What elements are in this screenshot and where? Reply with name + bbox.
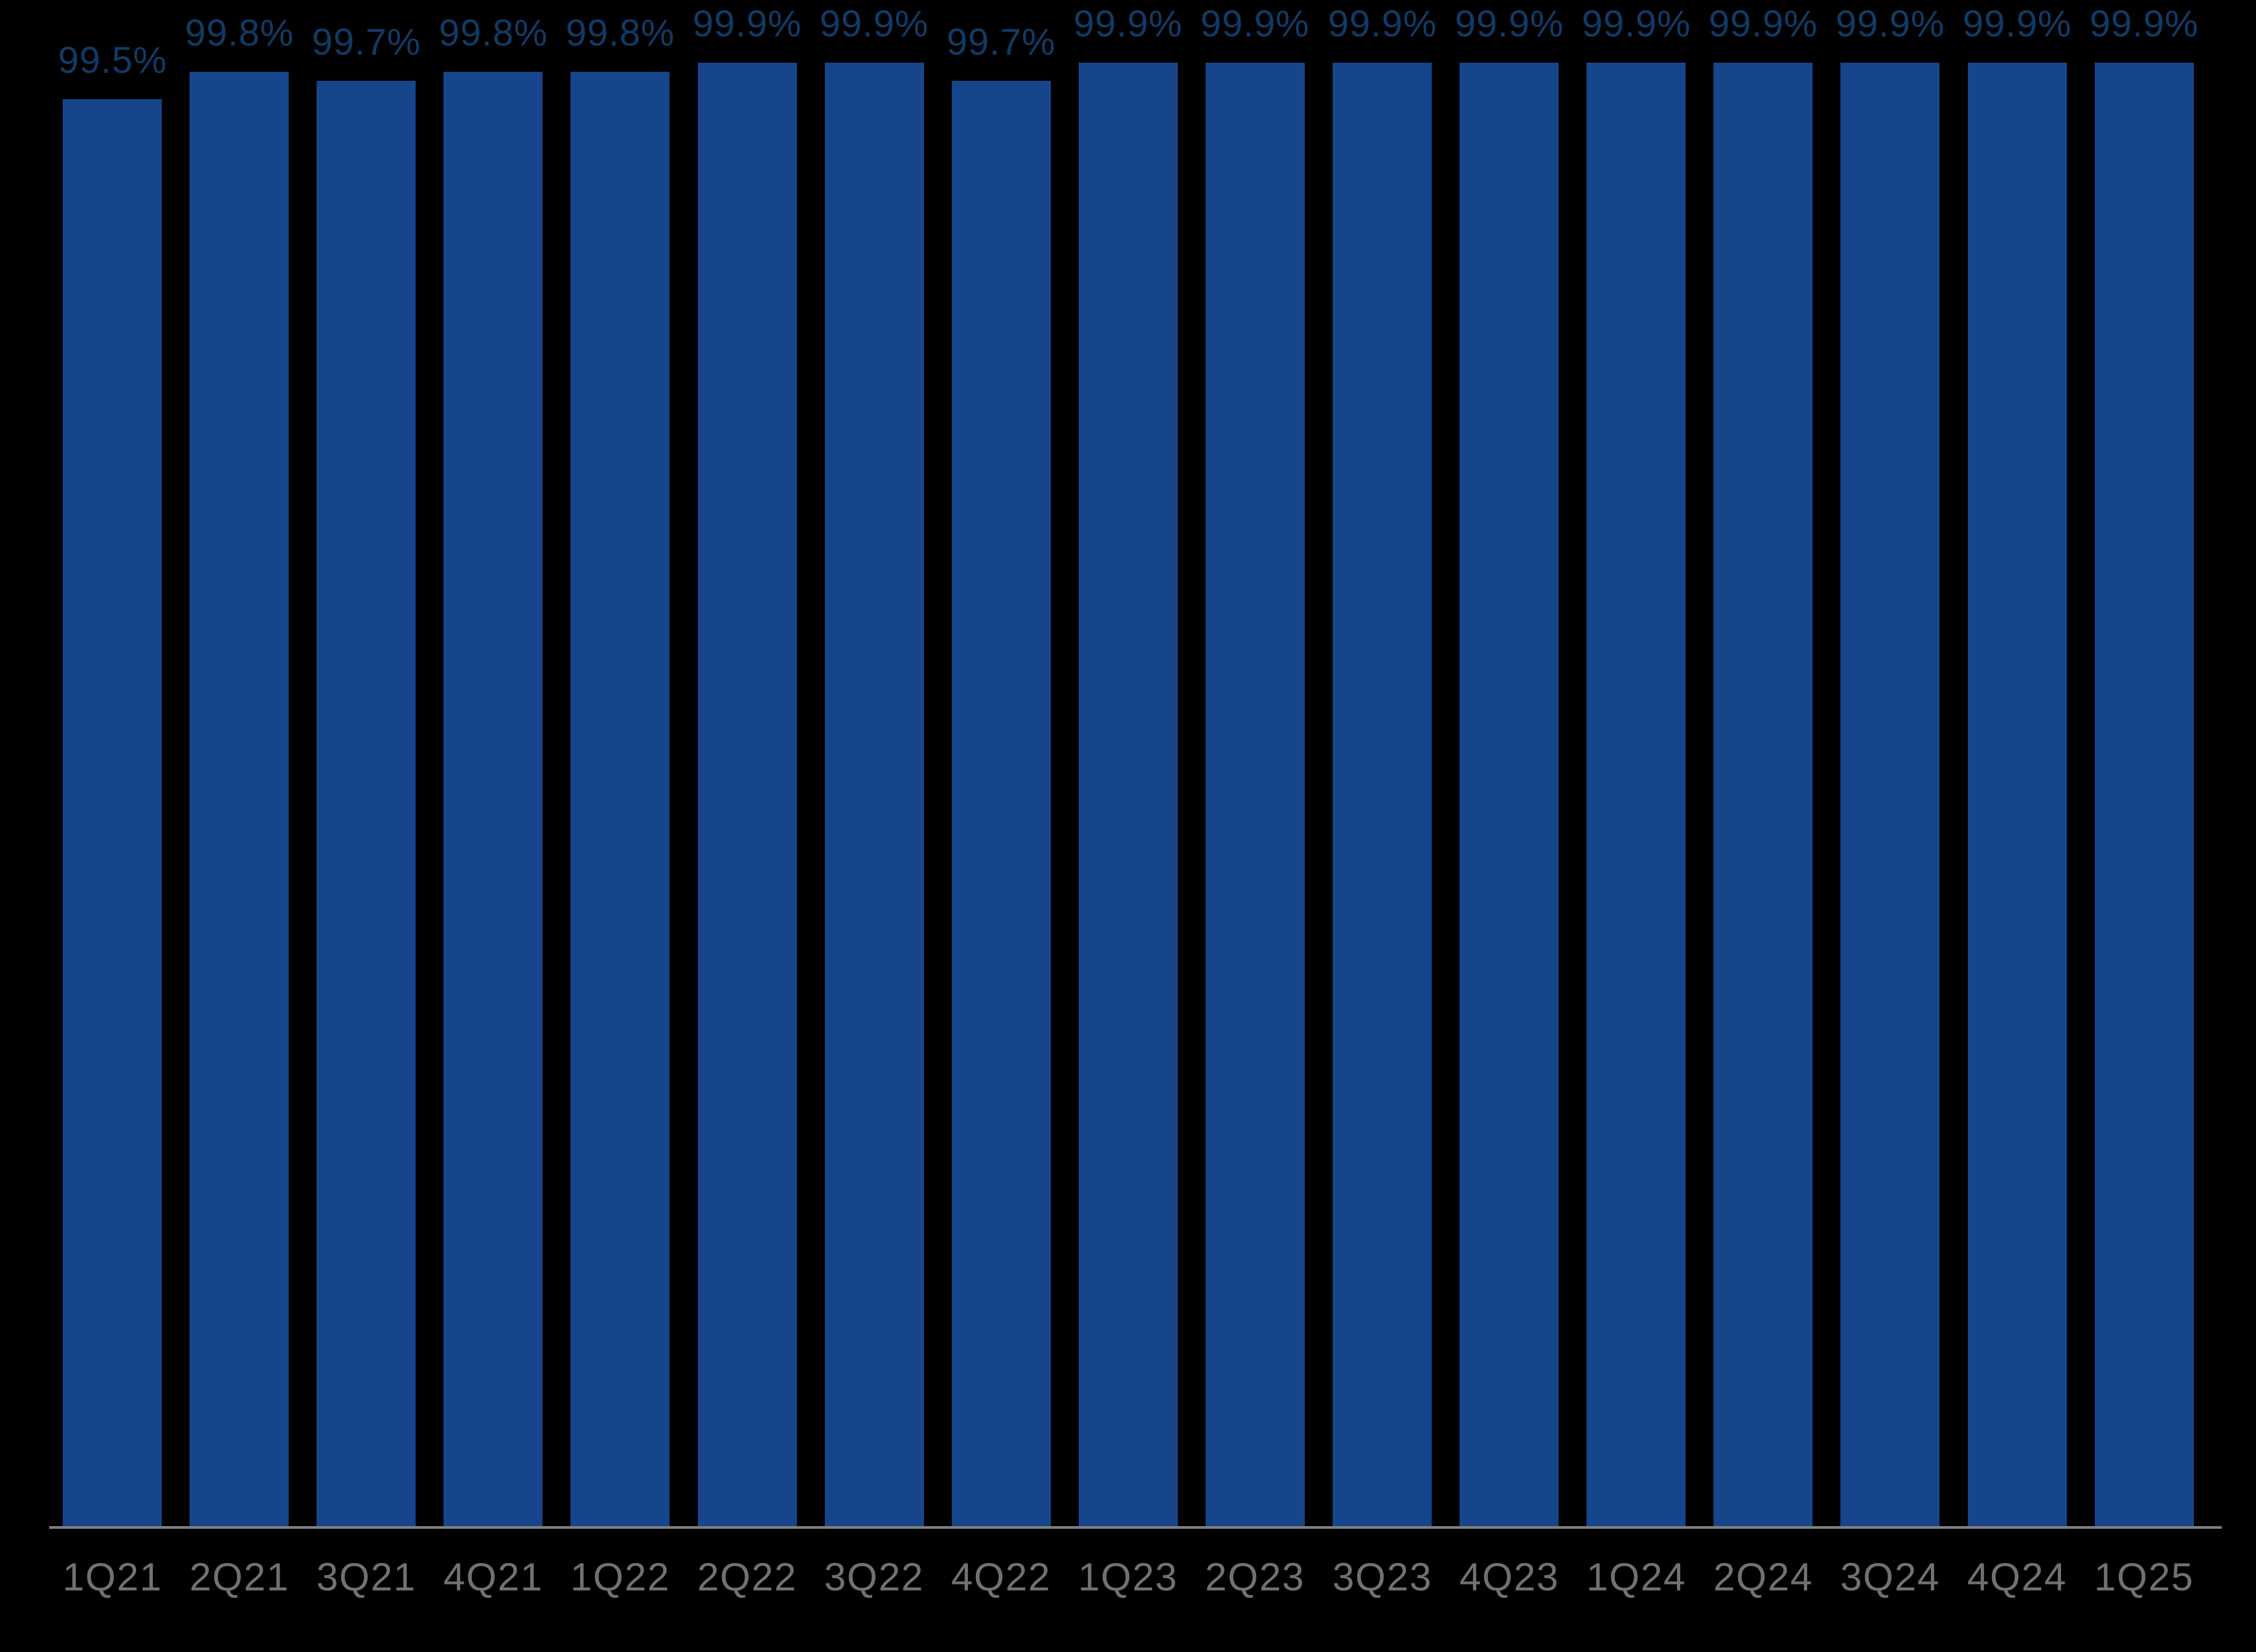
x-axis-tick-label: 2Q23 [1205,1556,1305,1599]
bar [63,99,162,1527]
bar-value-label: 99.9% [1200,3,1310,44]
x-axis-tick-label: 4Q21 [443,1556,544,1599]
bar [317,81,416,1527]
bar-value-label: 99.9% [1455,3,1564,44]
bar [1206,63,1305,1527]
x-axis-tick-label: 2Q21 [189,1556,290,1599]
x-axis-line [49,1526,2222,1529]
bar-value-label: 99.9% [1836,3,1945,44]
bar-value-label: 99.9% [1073,3,1183,44]
bar [443,72,543,1527]
x-axis-tick-label: 3Q24 [1840,1556,1941,1599]
x-axis-tick-label: 1Q25 [2094,1556,2194,1599]
x-axis-tick-label: 3Q22 [824,1556,924,1599]
bar [570,72,670,1527]
bar-value-label: 99.8% [566,12,675,54]
x-axis-tick-label: 1Q24 [1586,1556,1687,1599]
bar [1713,63,1813,1527]
x-axis-tick-label: 4Q23 [1459,1556,1560,1599]
bar [1079,63,1178,1527]
x-axis-tick-label: 3Q21 [316,1556,417,1599]
x-axis-tick-label: 4Q22 [951,1556,1051,1599]
bar-value-label: 99.9% [1328,3,1437,44]
bar [1460,63,1559,1527]
x-axis-tick-label: 1Q22 [570,1556,671,1599]
bar-value-label: 99.8% [439,12,548,54]
x-axis-tick-label: 3Q23 [1332,1556,1433,1599]
bar [825,63,924,1527]
bar-value-label: 99.9% [1582,3,1691,44]
bar-value-label: 99.9% [819,3,929,44]
bar-value-label: 99.5% [58,39,167,81]
bar-value-label: 99.9% [1709,3,1818,44]
bar [1586,63,1686,1527]
bar-value-label: 99.9% [1962,3,2072,44]
x-axis-tick-label: 1Q23 [1078,1556,1178,1599]
bar [190,72,289,1527]
bar [698,63,797,1527]
bar [2095,63,2194,1527]
bar [1333,63,1432,1527]
bar-value-label: 99.8% [185,12,294,54]
x-axis-tick-label: 4Q24 [1967,1556,2067,1599]
bar [952,81,1051,1527]
x-axis-tick-label: 1Q21 [62,1556,163,1599]
bar-value-label: 99.7% [312,21,421,63]
bar-value-label: 99.7% [946,21,1056,63]
x-axis-tick-label: 2Q22 [697,1556,798,1599]
bar-value-label: 99.9% [693,3,802,44]
x-axis-tick-label: 2Q24 [1713,1556,1814,1599]
plot-area: 99.5% 99.8% 99.7% 99.8% 99.8% 99.9% 99.9% 99.7%… [58,3,2199,1527]
bar [1968,63,2067,1527]
bar-value-label: 99.9% [2089,3,2199,44]
bar [1840,63,1939,1527]
